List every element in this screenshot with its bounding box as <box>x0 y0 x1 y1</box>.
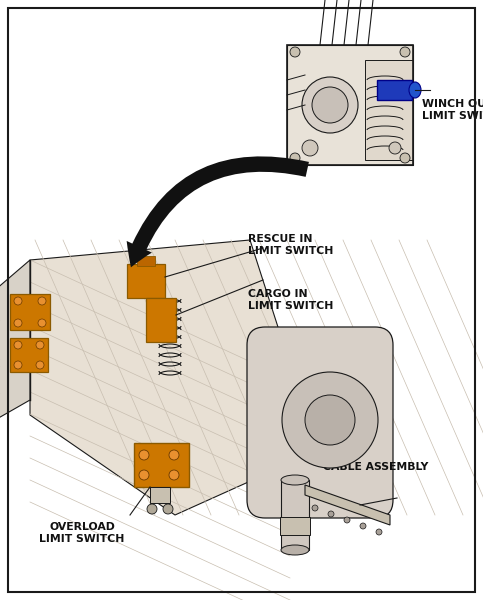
Text: OVERLOAD
LIMIT SWITCH: OVERLOAD LIMIT SWITCH <box>39 522 125 544</box>
Bar <box>280 517 310 535</box>
Text: CABLE ASSEMBLY: CABLE ASSEMBLY <box>323 462 428 472</box>
Circle shape <box>344 517 350 523</box>
Circle shape <box>139 450 149 460</box>
Circle shape <box>169 450 179 460</box>
Circle shape <box>169 470 179 480</box>
Circle shape <box>290 153 300 163</box>
Circle shape <box>14 319 22 327</box>
Circle shape <box>38 319 46 327</box>
Circle shape <box>328 511 334 517</box>
Circle shape <box>147 504 157 514</box>
Text: WINCH OUT
LIMIT SWITCH: WINCH OUT LIMIT SWITCH <box>422 99 483 121</box>
Bar <box>150 487 170 503</box>
Circle shape <box>312 87 348 123</box>
Circle shape <box>400 47 410 57</box>
Bar <box>10 294 50 330</box>
Circle shape <box>400 153 410 163</box>
Circle shape <box>282 372 378 468</box>
Bar <box>127 264 165 298</box>
Circle shape <box>376 529 382 535</box>
Polygon shape <box>0 260 30 420</box>
Circle shape <box>290 47 300 57</box>
Bar <box>134 443 189 487</box>
FancyBboxPatch shape <box>247 327 393 518</box>
Circle shape <box>312 505 318 511</box>
Circle shape <box>389 142 401 154</box>
Ellipse shape <box>409 82 421 98</box>
Circle shape <box>360 523 366 529</box>
Circle shape <box>302 77 358 133</box>
Circle shape <box>36 361 44 369</box>
Polygon shape <box>305 485 390 525</box>
Circle shape <box>14 297 22 305</box>
Circle shape <box>38 297 46 305</box>
Circle shape <box>14 341 22 349</box>
Ellipse shape <box>281 545 309 555</box>
Circle shape <box>139 470 149 480</box>
Circle shape <box>305 395 355 445</box>
Circle shape <box>302 140 318 156</box>
Bar <box>146 298 176 342</box>
Bar <box>377 80 412 100</box>
Bar <box>281 480 309 550</box>
Polygon shape <box>287 45 413 165</box>
Polygon shape <box>30 240 295 515</box>
FancyArrowPatch shape <box>127 157 309 268</box>
Bar <box>365 60 413 160</box>
Circle shape <box>36 341 44 349</box>
Text: CARGO IN
LIMIT SWITCH: CARGO IN LIMIT SWITCH <box>248 289 333 311</box>
Text: RESCUE IN
LIMIT SWITCH: RESCUE IN LIMIT SWITCH <box>248 234 333 256</box>
Bar <box>137 256 155 266</box>
Circle shape <box>163 504 173 514</box>
Bar <box>10 338 48 372</box>
Ellipse shape <box>281 475 309 485</box>
Circle shape <box>14 361 22 369</box>
